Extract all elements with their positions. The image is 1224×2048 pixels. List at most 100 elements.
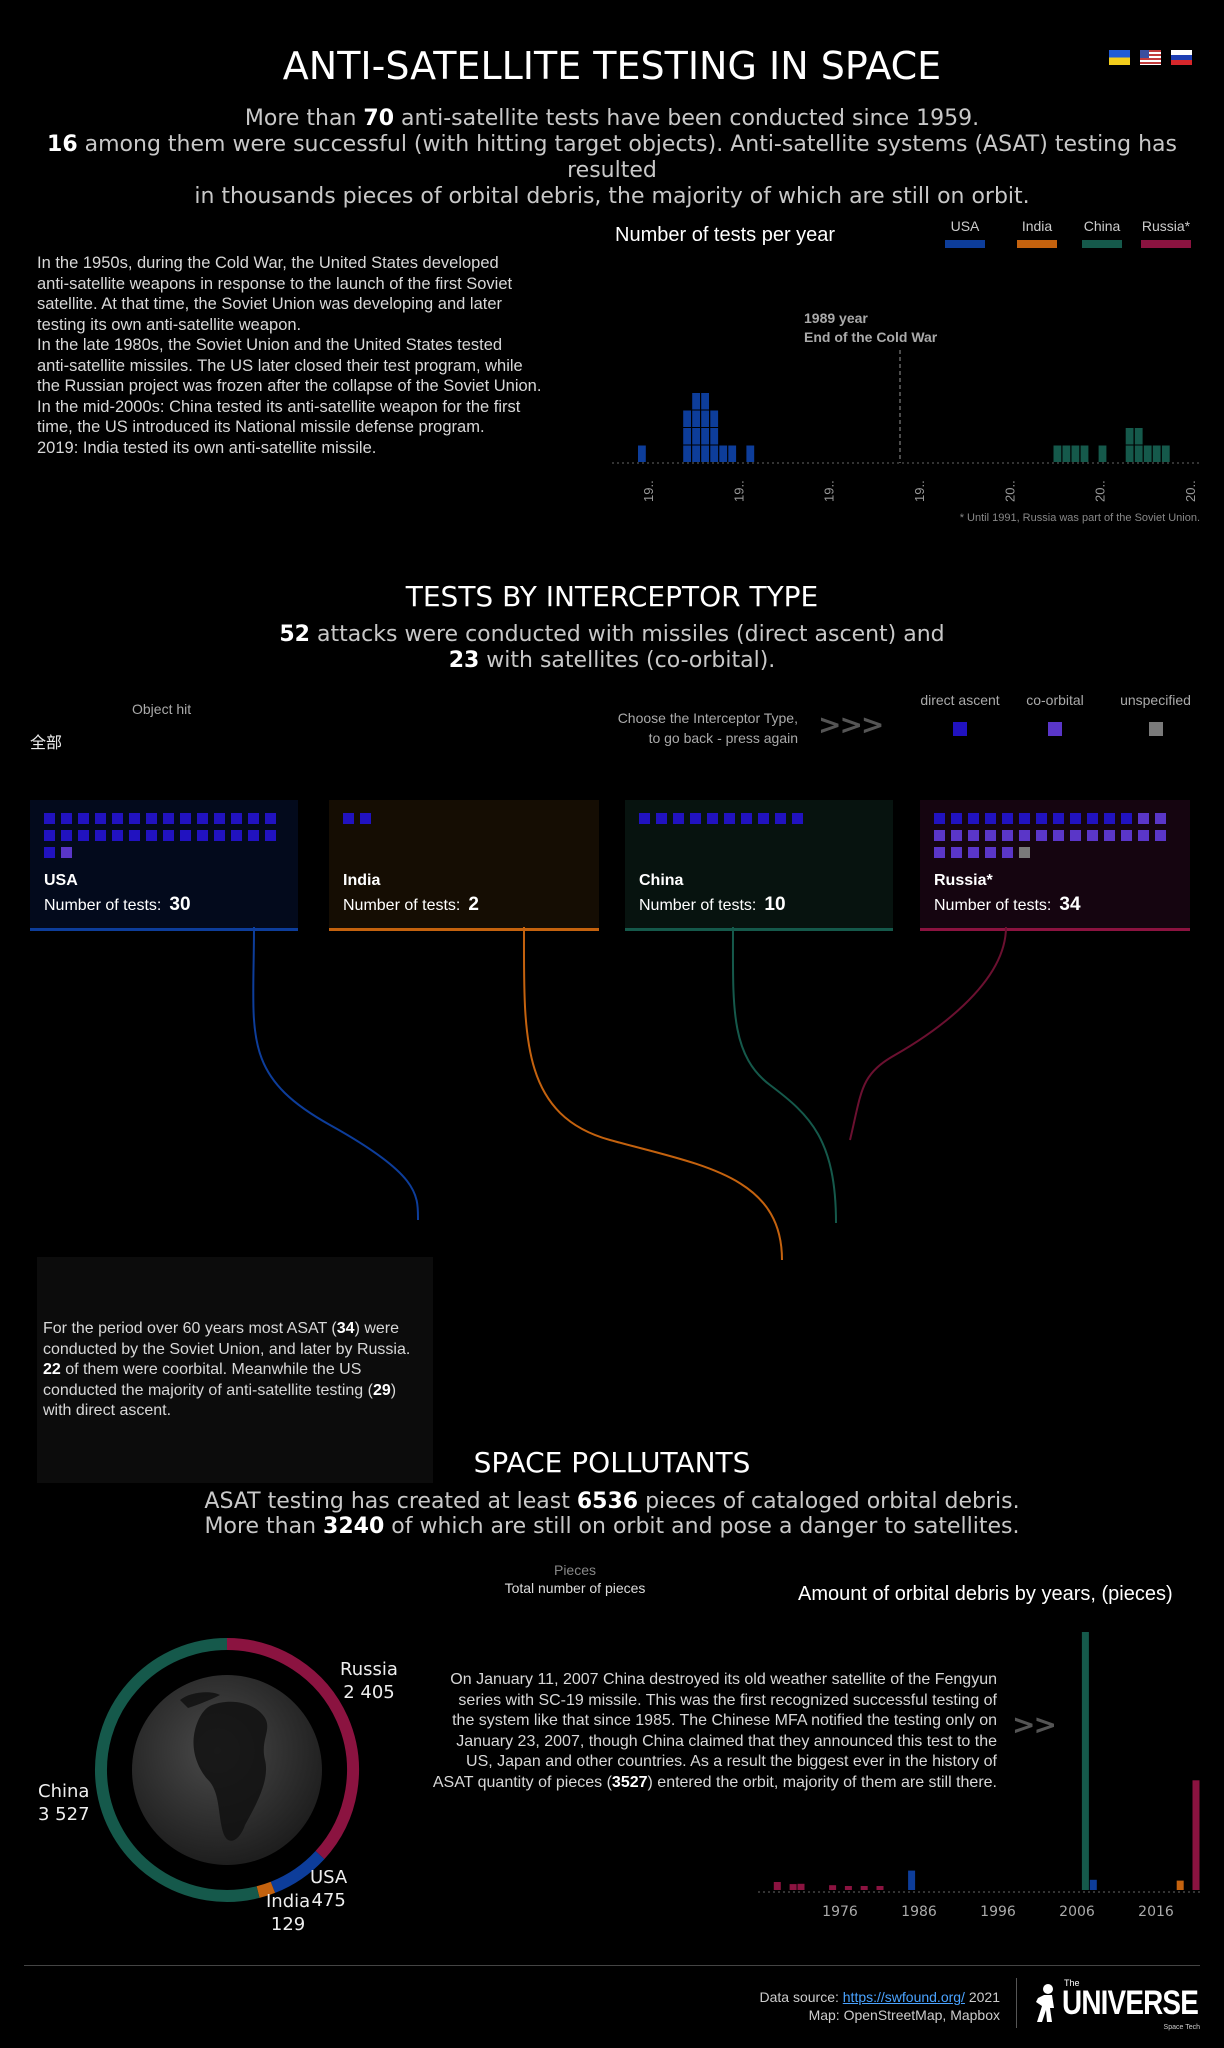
debris-bar-russia-1971[interactable]: [797, 1883, 805, 1890]
bar-usa-1966[interactable]: [701, 393, 709, 410]
direct-ascent-test[interactable]: [343, 813, 354, 824]
bar-china-2013[interactable]: [1125, 428, 1134, 445]
debris-bar-russia-1979[interactable]: [860, 1886, 868, 1890]
country-box-usa[interactable]: USA Number of tests: 30: [30, 800, 298, 931]
direct-ascent-test[interactable]: [44, 813, 55, 824]
co-orbital-test[interactable]: [985, 830, 996, 841]
debris-bar-india-2019[interactable]: [1176, 1880, 1184, 1890]
co-orbital-test[interactable]: [1121, 830, 1132, 841]
object-hit-filter[interactable]: 全部: [30, 735, 63, 752]
direct-ascent-test[interactable]: [95, 830, 106, 841]
bar-china-2005[interactable]: [1053, 445, 1062, 463]
bar-china-2014[interactable]: [1134, 428, 1143, 445]
direct-ascent-test[interactable]: [146, 813, 157, 824]
co-orbital-test[interactable]: [951, 830, 962, 841]
bar-usa-1964[interactable]: [683, 410, 691, 428]
bar-china-2015[interactable]: [1143, 445, 1152, 463]
pieces-filter[interactable]: Total number of pieces: [504, 1580, 646, 1596]
direct-ascent-test[interactable]: [197, 830, 208, 841]
bar-usa-1971[interactable]: [746, 445, 755, 463]
bar-usa-1964[interactable]: [683, 445, 691, 463]
type-direct-ascent[interactable]: direct ascent: [905, 692, 1015, 736]
co-orbital-test[interactable]: [1155, 830, 1166, 841]
direct-ascent-test[interactable]: [639, 813, 650, 824]
direct-ascent-test[interactable]: [248, 813, 259, 824]
debris-bar-usa-2008[interactable]: [1089, 1879, 1097, 1890]
bar-usa-1965[interactable]: [692, 393, 700, 410]
co-orbital-test[interactable]: [951, 847, 962, 858]
legend-china[interactable]: China: [1082, 218, 1122, 248]
direct-ascent-test[interactable]: [792, 813, 803, 824]
direct-ascent-test[interactable]: [1053, 813, 1064, 824]
type-unspecified[interactable]: unspecified: [1108, 692, 1203, 736]
bar-usa-1966[interactable]: [701, 428, 709, 445]
direct-ascent-test[interactable]: [690, 813, 701, 824]
co-orbital-test[interactable]: [934, 830, 945, 841]
direct-ascent-test[interactable]: [265, 813, 276, 824]
bar-china-2017[interactable]: [1161, 445, 1170, 463]
direct-ascent-test[interactable]: [61, 830, 72, 841]
bar-usa-1966[interactable]: [701, 410, 709, 428]
legend-usa[interactable]: USA: [945, 218, 985, 248]
direct-ascent-test[interactable]: [231, 830, 242, 841]
direct-ascent-test[interactable]: [78, 813, 89, 824]
legend-russia[interactable]: Russia*: [1141, 218, 1191, 248]
bar-china-2013[interactable]: [1125, 445, 1134, 463]
direct-ascent-test[interactable]: [934, 813, 945, 824]
direct-ascent-test[interactable]: [1121, 813, 1132, 824]
direct-ascent-test[interactable]: [180, 813, 191, 824]
bar-china-2006[interactable]: [1062, 445, 1071, 463]
debris-bar-russia-2021[interactable]: [1192, 1780, 1200, 1890]
direct-ascent-test[interactable]: [214, 813, 225, 824]
direct-ascent-test[interactable]: [248, 830, 259, 841]
debris-bar-russia-1970[interactable]: [789, 1884, 797, 1890]
country-box-india[interactable]: India Number of tests: 2: [329, 800, 599, 931]
bar-usa-1959[interactable]: [638, 445, 646, 463]
bar-china-2007[interactable]: [1071, 445, 1080, 463]
direct-ascent-test[interactable]: [61, 813, 72, 824]
debris-bar-china-2007[interactable]: [1081, 1632, 1089, 1890]
bar-usa-1967[interactable]: [710, 410, 719, 428]
direct-ascent-test[interactable]: [1070, 813, 1081, 824]
bar-usa-1967[interactable]: [710, 428, 719, 445]
co-orbital-test[interactable]: [1138, 830, 1149, 841]
debris-bar-russia-1977[interactable]: [844, 1886, 852, 1890]
direct-ascent-test[interactable]: [44, 830, 55, 841]
direct-ascent-test[interactable]: [95, 813, 106, 824]
direct-ascent-test[interactable]: [163, 830, 174, 841]
ukraine-flag-icon[interactable]: [1109, 50, 1130, 65]
debris-bar-russia-1968[interactable]: [773, 1882, 781, 1890]
bar-usa-1969[interactable]: [728, 445, 737, 463]
debris-bar-russia-1981[interactable]: [876, 1886, 884, 1890]
direct-ascent-test[interactable]: [1104, 813, 1115, 824]
debris-bar-usa-1985[interactable]: [908, 1870, 916, 1890]
direct-ascent-test[interactable]: [985, 813, 996, 824]
direct-ascent-test[interactable]: [724, 813, 735, 824]
direct-ascent-test[interactable]: [758, 813, 769, 824]
co-orbital-test[interactable]: [968, 847, 979, 858]
direct-ascent-test[interactable]: [112, 813, 123, 824]
co-orbital-test[interactable]: [934, 847, 945, 858]
direct-ascent-test[interactable]: [775, 813, 786, 824]
debris-bar-russia-1975[interactable]: [829, 1885, 837, 1890]
direct-ascent-test[interactable]: [707, 813, 718, 824]
usa-flag-icon[interactable]: [1140, 50, 1161, 65]
bar-china-2008[interactable]: [1080, 445, 1089, 463]
bar-usa-1965[interactable]: [692, 445, 700, 463]
direct-ascent-test[interactable]: [197, 813, 208, 824]
donut-slice-usa[interactable]: [270, 1850, 325, 1893]
unspecified-swatch[interactable]: [1148, 722, 1163, 736]
co-orbital-swatch[interactable]: [1048, 722, 1062, 736]
type-co-orbital[interactable]: co-orbital: [1010, 692, 1100, 736]
direct-ascent-test[interactable]: [129, 830, 140, 841]
direct-ascent-test[interactable]: [360, 813, 371, 824]
direct-ascent-test[interactable]: [1087, 813, 1098, 824]
bar-usa-1968[interactable]: [719, 445, 728, 463]
bar-usa-1964[interactable]: [683, 428, 691, 445]
direct-ascent-test[interactable]: [112, 830, 123, 841]
direct-ascent-test[interactable]: [951, 813, 962, 824]
direct-ascent-swatch[interactable]: [953, 722, 967, 736]
direct-ascent-test[interactable]: [656, 813, 667, 824]
bar-usa-1967[interactable]: [710, 445, 719, 463]
co-orbital-test[interactable]: [1053, 830, 1064, 841]
